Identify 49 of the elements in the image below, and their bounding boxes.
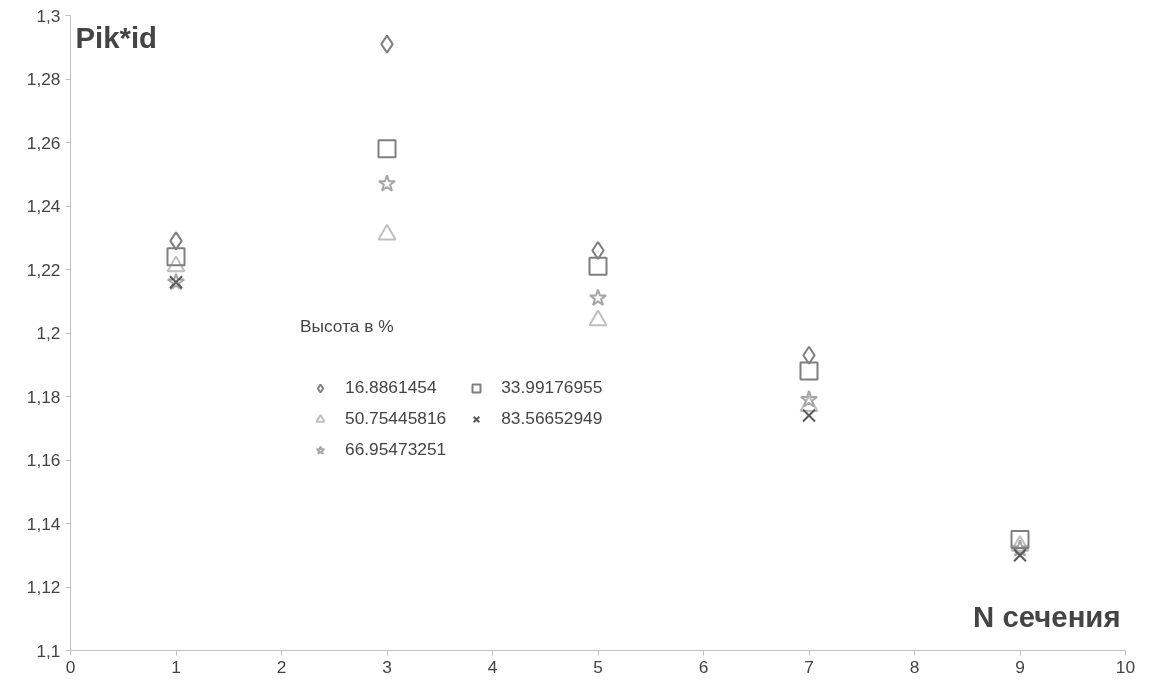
x-tick-label: 4: [487, 656, 498, 677]
legend-label: 33.99176955: [501, 377, 603, 398]
point: [377, 174, 397, 192]
y-tick-label: 1,2: [36, 323, 61, 343]
point: [380, 34, 394, 54]
legend-title: Высота в %: [300, 316, 395, 337]
point: [591, 240, 605, 260]
y-tick-label: 1,24: [26, 196, 61, 216]
point: [377, 139, 397, 159]
point: [801, 408, 817, 423]
y-tick-label: 1,1: [36, 640, 61, 661]
x-tick-label: 0: [65, 656, 76, 677]
point: [588, 309, 608, 327]
chart-title: Pik*id: [75, 20, 157, 54]
point: [588, 256, 608, 276]
x-tick-label: 7: [804, 656, 814, 677]
legend-label: 66.95473251: [345, 439, 447, 460]
y-tick-label: 1,22: [26, 259, 61, 280]
point: [799, 361, 819, 381]
y-tick-label: 1,12: [26, 577, 61, 597]
x-tick-label: 5: [593, 656, 603, 677]
y-tick-label: 1,14: [26, 513, 61, 534]
x-tick-label: 3: [382, 656, 392, 677]
point: [1010, 539, 1030, 557]
y-tick-label: 1,26: [26, 132, 61, 153]
legend-label: 50.75445816: [345, 408, 447, 429]
point: [1010, 529, 1030, 549]
y-tick-label: 1,28: [26, 69, 61, 89]
x-tick-label: 2: [276, 656, 287, 677]
point: [1010, 534, 1030, 552]
point: [588, 288, 608, 306]
point: [166, 247, 186, 267]
point: [802, 345, 816, 365]
point: [799, 390, 819, 408]
y-tick-label: 1,18: [26, 386, 61, 407]
x-tick-label: 1: [171, 656, 181, 677]
y-tick-label: 1,3: [36, 5, 61, 26]
point: [166, 255, 186, 273]
x-tick-label: 6: [698, 656, 709, 677]
point: [169, 231, 183, 251]
legend-label: 83.56652949: [501, 408, 603, 429]
legend-label: 16.8861454: [345, 377, 437, 398]
x-axis-title: N сечения: [973, 599, 1121, 633]
y-tick-label: 1,16: [26, 450, 61, 470]
x-tick-label: 10: [1115, 656, 1136, 677]
point: [1012, 548, 1028, 563]
x-tick-label: 8: [909, 656, 920, 677]
x-tick-label: 9: [1015, 656, 1025, 677]
point: [799, 395, 819, 412]
